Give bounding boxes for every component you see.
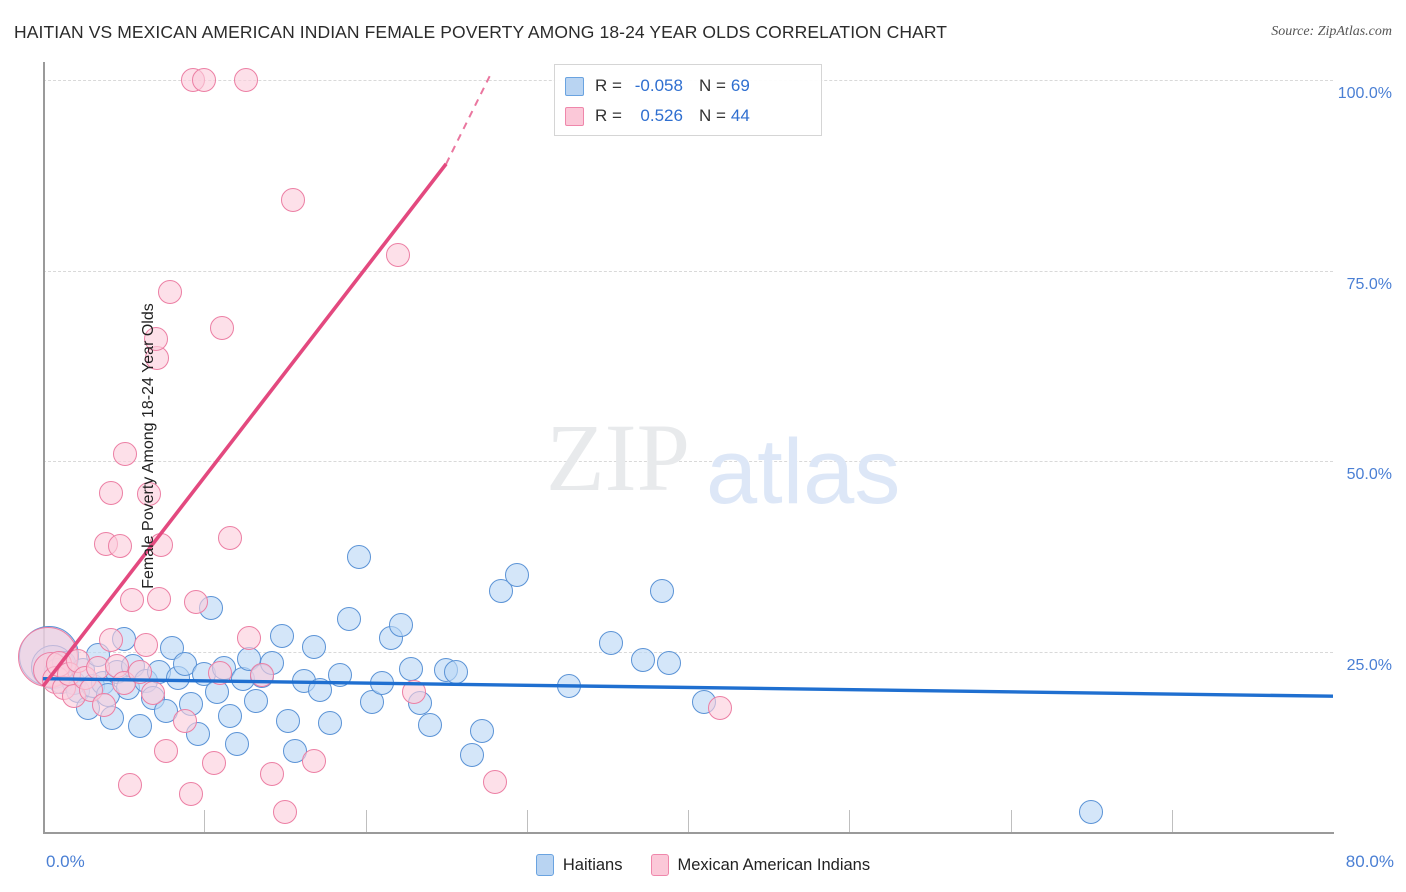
scatter-point[interactable] — [347, 544, 372, 569]
legend-label-mexican-american-indians: Mexican American Indians — [677, 855, 871, 874]
scatter-point[interactable] — [209, 315, 234, 340]
n-value-blue: 69 — [730, 76, 750, 95]
scatter-point[interactable] — [418, 713, 442, 738]
legend-swatch-blue — [565, 76, 584, 96]
scatter-point[interactable] — [630, 647, 655, 672]
scatter-point[interactable] — [113, 441, 138, 466]
scatter-point[interactable] — [369, 670, 394, 695]
legend-swatch-haitians — [535, 854, 554, 876]
page-title: HAITIAN VS MEXICAN AMERICAN INDIAN FEMAL… — [14, 22, 948, 42]
legend-swatch-pink — [565, 106, 584, 126]
legend-swatch-mexican-american-indians — [650, 854, 669, 876]
y-tick-label-75: 75.0% — [1346, 275, 1392, 293]
gridline-50 — [43, 461, 1333, 463]
scatter-point[interactable] — [208, 660, 233, 685]
scatter-point[interactable] — [327, 662, 352, 687]
r-label-pink: R = — [595, 106, 622, 125]
scatter-point[interactable] — [385, 243, 410, 268]
x-tick-7 — [1171, 810, 1173, 832]
x-tick-2 — [365, 810, 367, 832]
scatter-point[interactable] — [153, 739, 178, 764]
scatter-point[interactable] — [218, 704, 243, 729]
scatter-point[interactable] — [269, 623, 294, 648]
r-value-pink: 0.526 — [640, 106, 683, 125]
x-tick-5 — [849, 810, 851, 832]
scatter-point[interactable] — [398, 656, 423, 681]
x-tick-1 — [204, 810, 206, 832]
series-legend: Haitians Mexican American Indians — [0, 849, 1406, 881]
scatter-point[interactable] — [172, 708, 197, 733]
y-tick-label-25: 25.0% — [1346, 657, 1392, 674]
y-tick-label-100: 100.0% — [1337, 85, 1392, 102]
scatter-point[interactable] — [318, 710, 343, 735]
scatter-point[interactable] — [201, 751, 226, 776]
scatter-point[interactable] — [276, 708, 301, 733]
scatter-point[interactable] — [127, 713, 152, 738]
n-value-pink: 44 — [730, 106, 750, 125]
scatter-point[interactable] — [184, 589, 209, 614]
scatter-point[interactable] — [192, 68, 217, 92]
scatter-point[interactable] — [469, 719, 494, 744]
x-tick-6 — [1010, 810, 1012, 832]
scatter-point[interactable] — [505, 562, 530, 587]
scatter-point[interactable] — [224, 731, 249, 756]
scatter-point[interactable] — [656, 651, 681, 676]
source-label: Source: ZipAtlas.com — [1271, 24, 1392, 39]
legend-label-haitians: Haitians — [562, 855, 623, 874]
n-label-blue: N = — [698, 76, 726, 95]
scatter-point[interactable] — [243, 688, 268, 713]
gridline-25 — [43, 652, 1333, 653]
scatter-point[interactable] — [234, 68, 259, 92]
scatter-point[interactable] — [179, 781, 204, 806]
y-axis-line — [43, 62, 45, 834]
scatter-point[interactable] — [650, 578, 675, 603]
x-tick-3 — [526, 810, 528, 832]
scatter-point[interactable] — [598, 630, 623, 655]
correlation-stats-legend: R = -0.058 N = 69 R = 0.526 N = 44 — [554, 64, 822, 136]
legend-item-haitians[interactable]: Haitians — [535, 854, 623, 876]
x-tick-4 — [688, 810, 689, 832]
scatter-point[interactable] — [140, 681, 165, 706]
stat-row-mexican-american-indians: R = 0.526 N = 44 — [565, 101, 811, 131]
scatter-point[interactable] — [272, 800, 297, 825]
y-axis-title: Female Poverty Among 18-24 Year Olds — [139, 303, 157, 589]
scatter-point[interactable] — [250, 662, 275, 687]
gridline-75 — [43, 270, 1333, 272]
r-value-blue: -0.058 — [634, 76, 683, 95]
r-label-blue: R = — [595, 76, 622, 95]
scatter-point[interactable] — [259, 762, 284, 787]
scatter-point[interactable] — [119, 588, 144, 613]
scatter-point[interactable] — [147, 586, 172, 611]
scatter-point[interactable] — [556, 674, 581, 699]
scatter-point[interactable] — [1079, 800, 1104, 825]
x-axis-line — [43, 832, 1334, 834]
y-tick-label-50: 50.0% — [1346, 466, 1392, 484]
scatter-point[interactable] — [98, 481, 123, 506]
scatter-point[interactable] — [280, 187, 305, 212]
chart-header: HAITIAN VS MEXICAN AMERICAN INDIAN FEMAL… — [0, 0, 1406, 46]
scatter-point[interactable] — [127, 659, 152, 684]
scatter-point[interactable] — [218, 525, 243, 550]
scatter-point[interactable] — [301, 749, 326, 774]
scatter-point[interactable] — [443, 659, 468, 684]
scatter-point[interactable] — [98, 627, 123, 652]
scatter-point[interactable] — [482, 769, 507, 794]
scatter-point[interactable] — [459, 742, 484, 767]
n-label-pink: N = — [698, 106, 726, 125]
stat-row-haitians: R = -0.058 N = 69 — [565, 71, 811, 101]
x-axis-min-label: 0.0% — [46, 852, 85, 871]
legend-item-mexican-american-indians[interactable]: Mexican American Indians — [650, 854, 871, 876]
scatter-point[interactable] — [118, 773, 143, 798]
x-axis-max-label: 80.0% — [1345, 852, 1394, 871]
